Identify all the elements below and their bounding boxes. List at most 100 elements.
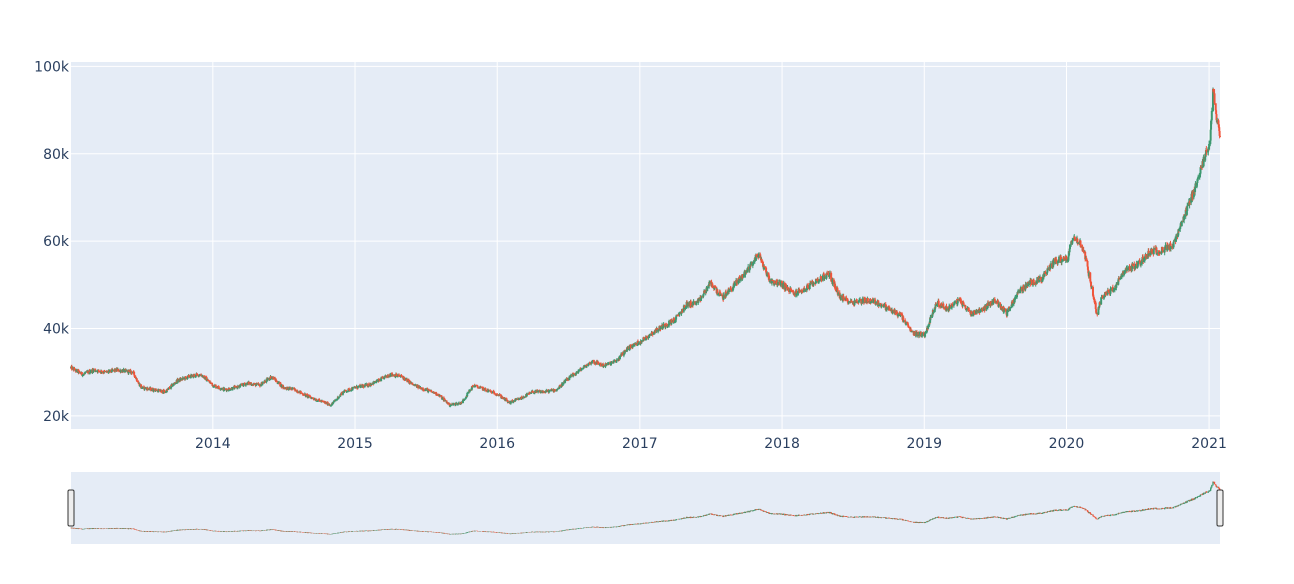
candle[interactable] [220, 387, 223, 391]
candle[interactable] [575, 371, 578, 375]
candle[interactable] [332, 400, 335, 404]
candle[interactable] [95, 370, 98, 372]
candle[interactable] [488, 389, 491, 392]
candle[interactable] [436, 393, 439, 396]
range-slider[interactable] [71, 472, 1220, 544]
candle[interactable] [198, 373, 201, 376]
candle[interactable] [458, 401, 461, 405]
candle[interactable] [1145, 254, 1148, 260]
candle[interactable] [1104, 291, 1107, 296]
candle[interactable] [329, 404, 332, 407]
candle[interactable] [158, 389, 161, 391]
candle[interactable] [1022, 284, 1025, 292]
candle[interactable] [954, 300, 957, 304]
candle[interactable] [695, 301, 698, 306]
candle[interactable] [1038, 274, 1041, 279]
candle[interactable] [1142, 257, 1145, 263]
candle[interactable] [938, 304, 941, 309]
candle[interactable] [81, 374, 84, 378]
candle[interactable] [73, 367, 76, 371]
candle[interactable] [662, 322, 665, 329]
candle[interactable] [998, 301, 1001, 307]
candle[interactable] [348, 389, 351, 391]
candle[interactable] [392, 374, 395, 377]
candle[interactable] [659, 326, 662, 330]
candle[interactable] [752, 260, 755, 266]
candle[interactable] [812, 281, 815, 287]
candle[interactable] [76, 368, 79, 373]
candle[interactable] [419, 387, 422, 390]
candle[interactable] [468, 389, 471, 393]
candle[interactable] [452, 402, 455, 406]
candle[interactable] [245, 382, 248, 385]
candle[interactable] [858, 296, 861, 301]
candle[interactable] [242, 382, 245, 387]
candle[interactable] [1175, 233, 1178, 239]
candle[interactable] [818, 278, 821, 284]
candle[interactable] [523, 396, 526, 399]
candle[interactable] [496, 393, 499, 396]
candle[interactable] [1066, 259, 1069, 263]
candle[interactable] [78, 371, 81, 374]
candle[interactable] [182, 377, 185, 380]
range-slider-left-handle[interactable] [67, 489, 75, 527]
candle[interactable] [545, 388, 548, 393]
candle[interactable] [583, 364, 586, 368]
candle[interactable] [804, 288, 807, 292]
candle[interactable] [962, 301, 965, 306]
candle[interactable] [968, 307, 971, 312]
candle[interactable] [327, 403, 330, 406]
candle[interactable] [921, 333, 924, 338]
candle[interactable] [965, 307, 968, 312]
range-slider-right-handle[interactable] [1216, 489, 1224, 527]
candle[interactable] [774, 283, 777, 285]
candle[interactable] [673, 320, 676, 324]
candle[interactable] [174, 382, 177, 385]
candle[interactable] [1213, 89, 1216, 105]
candle[interactable] [201, 375, 204, 378]
candle[interactable] [362, 384, 365, 389]
candle[interactable] [826, 270, 829, 276]
candle[interactable] [149, 387, 152, 392]
candle[interactable] [553, 388, 556, 393]
candle[interactable] [368, 382, 371, 387]
candle[interactable] [567, 378, 570, 382]
candle[interactable] [209, 381, 212, 385]
candle[interactable] [422, 390, 425, 392]
candle[interactable] [520, 395, 523, 400]
candle[interactable] [1101, 294, 1104, 300]
candle[interactable] [526, 392, 529, 396]
candle[interactable] [234, 386, 237, 388]
candle[interactable] [929, 314, 932, 321]
candle[interactable] [591, 359, 594, 363]
candle[interactable] [654, 328, 657, 333]
candle[interactable] [1115, 282, 1118, 291]
candle[interactable] [98, 371, 101, 373]
candle[interactable] [948, 304, 951, 310]
candle[interactable] [100, 372, 103, 374]
candle[interactable] [856, 299, 859, 304]
candle[interactable] [1030, 279, 1033, 286]
candle[interactable] [477, 386, 480, 389]
candle[interactable] [992, 297, 995, 304]
candle[interactable] [831, 277, 834, 287]
candle[interactable] [403, 377, 406, 382]
candle[interactable] [70, 364, 73, 371]
candle[interactable] [305, 393, 308, 396]
candle[interactable] [152, 388, 155, 393]
candle[interactable] [1208, 140, 1211, 151]
candle[interactable] [272, 376, 275, 380]
candle[interactable] [278, 380, 281, 384]
candle[interactable] [381, 375, 384, 379]
candle[interactable] [177, 379, 180, 384]
candle[interactable] [136, 380, 139, 382]
candle[interactable] [144, 387, 147, 390]
candle[interactable] [479, 386, 482, 388]
candle[interactable] [493, 392, 496, 395]
candle[interactable] [460, 401, 463, 404]
candle[interactable] [466, 391, 469, 398]
candle[interactable] [376, 378, 379, 383]
candle[interactable] [1164, 242, 1167, 250]
candle[interactable] [692, 299, 695, 303]
candle[interactable] [302, 393, 305, 396]
